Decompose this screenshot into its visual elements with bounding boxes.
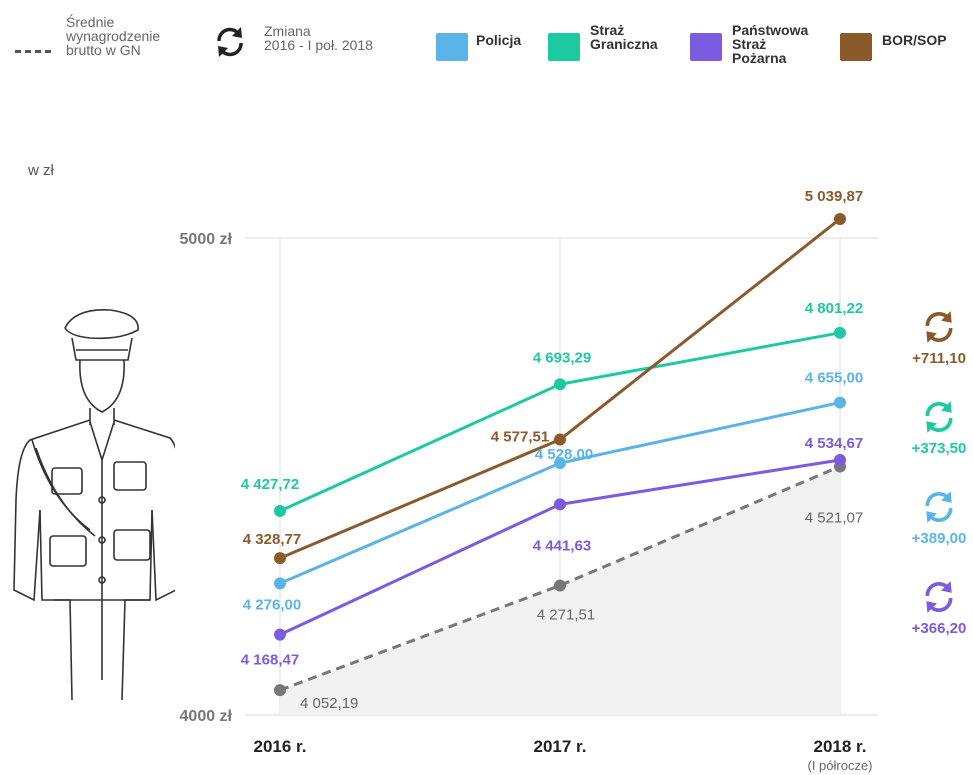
- legend-average-dash: [15, 50, 51, 53]
- change-value: +389,00: [911, 530, 967, 547]
- legend-label-psp: Państwowa Straż Pożarna: [732, 22, 809, 66]
- legend-swatch-policja: [436, 33, 468, 61]
- change-bor-sop: +711,10: [904, 308, 973, 367]
- legend: Średnie wynagrodzenie brutto w GN Zmiana…: [0, 10, 973, 80]
- legend-change-label: Zmiana 2016 - I poł. 2018: [264, 23, 373, 53]
- data-point: [834, 212, 846, 225]
- data-label: 4 693,29: [533, 349, 591, 366]
- data-label: 4 168,47: [241, 652, 299, 669]
- data-point: [834, 326, 846, 339]
- legend-label-bor-sop: BOR/SOP: [882, 32, 947, 48]
- legend-swatch-psp: [690, 33, 722, 61]
- change-cycle-icon: [217, 27, 243, 57]
- data-point: [554, 457, 566, 470]
- data-point: [274, 628, 286, 641]
- data-point: [274, 684, 286, 697]
- x-tick-label: 2017 r.: [534, 737, 587, 756]
- data-point: [554, 378, 566, 391]
- data-label: 4 052,19: [300, 695, 358, 712]
- data-point: [834, 396, 846, 409]
- x-tick-sublabel: (I półrocze): [807, 758, 872, 773]
- change-policja: +389,00: [904, 488, 973, 547]
- legend-swatch-straz-graniczna: [548, 33, 580, 61]
- legend-swatch-bor-sop: [840, 33, 872, 61]
- x-tick-label: 2018 r.: [814, 737, 867, 756]
- data-label: 4 271,51: [537, 606, 595, 623]
- data-point: [554, 433, 566, 446]
- data-point: [274, 577, 286, 590]
- data-point: [554, 498, 566, 511]
- data-point: [274, 504, 286, 517]
- y-tick-label: 4000 zł: [180, 708, 233, 725]
- y-axis-unit: w zł: [28, 162, 54, 179]
- data-label: 4 528,00: [535, 446, 593, 463]
- data-label: 4 655,00: [805, 370, 863, 387]
- change-cycle-icon: [925, 401, 953, 433]
- data-label: 5 039,87: [805, 188, 863, 205]
- change-straz-graniczna: +373,50: [904, 398, 973, 457]
- change-cycle-icon: [925, 491, 953, 523]
- legend-label-straz-graniczna: Straż Graniczna: [590, 22, 658, 52]
- legend-average-label: Średnie wynagrodzenie brutto w GN: [66, 14, 161, 58]
- change-value: +366,20: [911, 620, 967, 637]
- legend-label-policja: Policja: [476, 32, 522, 48]
- change-cycle-icon: [925, 581, 953, 613]
- data-label: 4 427,72: [241, 476, 299, 493]
- data-label: 4 276,00: [243, 596, 301, 613]
- x-tick-label: 2016 r.: [254, 737, 307, 756]
- data-point: [274, 552, 286, 565]
- data-point: [834, 453, 846, 466]
- change-cycle-icon: [925, 311, 953, 343]
- data-label: 4 328,77: [243, 531, 301, 548]
- data-label: 4 801,22: [805, 300, 863, 317]
- data-label: 4 441,63: [533, 537, 591, 554]
- change-psp: +366,20: [904, 578, 973, 637]
- series-line: [279, 465, 841, 692]
- change-value: +711,10: [912, 350, 966, 367]
- data-label: 4 577,51: [491, 429, 549, 446]
- data-label: 4 521,07: [805, 509, 863, 526]
- data-label: 4 534,67: [805, 435, 863, 452]
- data-point: [554, 579, 566, 592]
- officer-illustration: [13, 309, 175, 700]
- y-tick-label: 5000 zł: [180, 231, 233, 248]
- change-value: +373,50: [911, 440, 967, 457]
